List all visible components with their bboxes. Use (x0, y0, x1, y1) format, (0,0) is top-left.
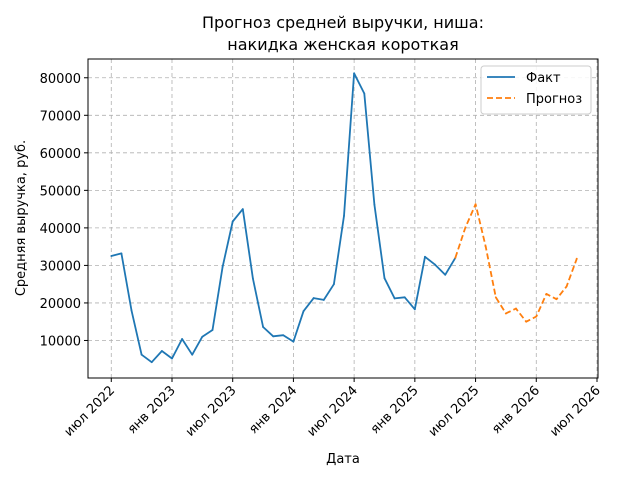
y-tick-label: 60000 (40, 147, 81, 162)
data-point (262, 326, 264, 328)
data-point (393, 297, 396, 300)
data-point (575, 257, 578, 260)
data-point (434, 263, 436, 266)
data-point (292, 340, 295, 343)
data-point (211, 329, 214, 331)
data-point (252, 277, 254, 280)
data-point (545, 293, 548, 295)
series-line-forecast (454, 203, 578, 323)
data-point (555, 298, 558, 301)
data-point (201, 335, 204, 338)
data-point (413, 308, 416, 311)
data-point (474, 203, 477, 206)
x-tick-label: янв 2026 (489, 383, 543, 437)
data-point (424, 255, 426, 258)
data-point (322, 299, 325, 301)
data-point (565, 285, 568, 288)
data-point (312, 297, 315, 299)
legend: Факт Прогноз (480, 65, 592, 115)
plot-series (110, 72, 578, 364)
data-point (454, 257, 457, 259)
data-point (120, 252, 123, 255)
data-point (302, 310, 305, 313)
data-point (130, 309, 133, 312)
data-point (110, 255, 113, 257)
data-point (181, 338, 184, 340)
data-point (515, 307, 517, 310)
data-point (383, 277, 386, 280)
x-tick-label: янв 2023 (125, 383, 179, 437)
legend-label-fact: Факт (526, 71, 561, 86)
data-point (140, 353, 143, 356)
data-point (221, 266, 224, 268)
x-tick-label: июл 2022 (62, 383, 119, 440)
data-point (353, 72, 356, 75)
y-tick-label: 80000 (40, 72, 81, 87)
data-point (332, 283, 335, 286)
y-tick-label: 40000 (40, 222, 81, 237)
legend-frame (480, 65, 592, 115)
data-point (525, 320, 528, 323)
y-tick-label: 30000 (40, 259, 81, 274)
y-tick-label: 50000 (40, 184, 81, 199)
x-tick-label: янв 2024 (246, 383, 300, 437)
x-tick-label: янв 2025 (368, 383, 422, 437)
x-tick-label: июл 2026 (547, 383, 604, 440)
data-point (272, 335, 275, 338)
data-point (160, 350, 163, 352)
data-point (171, 357, 173, 360)
legend-label-forecast: Прогноз (526, 92, 582, 107)
data-point (191, 353, 194, 356)
axis-ticks: 10000 20000 30000 40000 50000 60000 70000 80000… (40, 72, 604, 440)
data-point (363, 92, 366, 95)
x-axis-label: Дата (326, 452, 360, 467)
x-tick-label: июл 2024 (304, 383, 361, 440)
series-line-fact (111, 72, 457, 364)
data-point (403, 296, 406, 299)
data-point (535, 315, 538, 318)
data-point (464, 226, 467, 229)
data-point (241, 208, 244, 211)
plot-frame (87, 58, 599, 379)
data-point (343, 214, 345, 217)
data-point (494, 296, 497, 299)
x-tick-label: июл 2023 (183, 383, 240, 440)
y-axis-label: Средняя выручка, руб. (14, 140, 29, 296)
data-point (373, 203, 376, 206)
data-point (150, 361, 153, 364)
chart-title-line-1: Прогноз средней выручки, ниша: (202, 13, 484, 32)
y-tick-label: 20000 (40, 297, 81, 312)
data-point (282, 334, 285, 337)
data-point (484, 245, 487, 248)
data-point (444, 273, 447, 276)
y-tick-label: 70000 (40, 109, 81, 124)
data-point (231, 220, 234, 223)
y-tick-label: 10000 (40, 334, 81, 349)
data-point (505, 312, 507, 315)
x-tick-label: июл 2025 (426, 383, 483, 440)
chart-title-line-2: накидка женская короткая (227, 35, 458, 54)
